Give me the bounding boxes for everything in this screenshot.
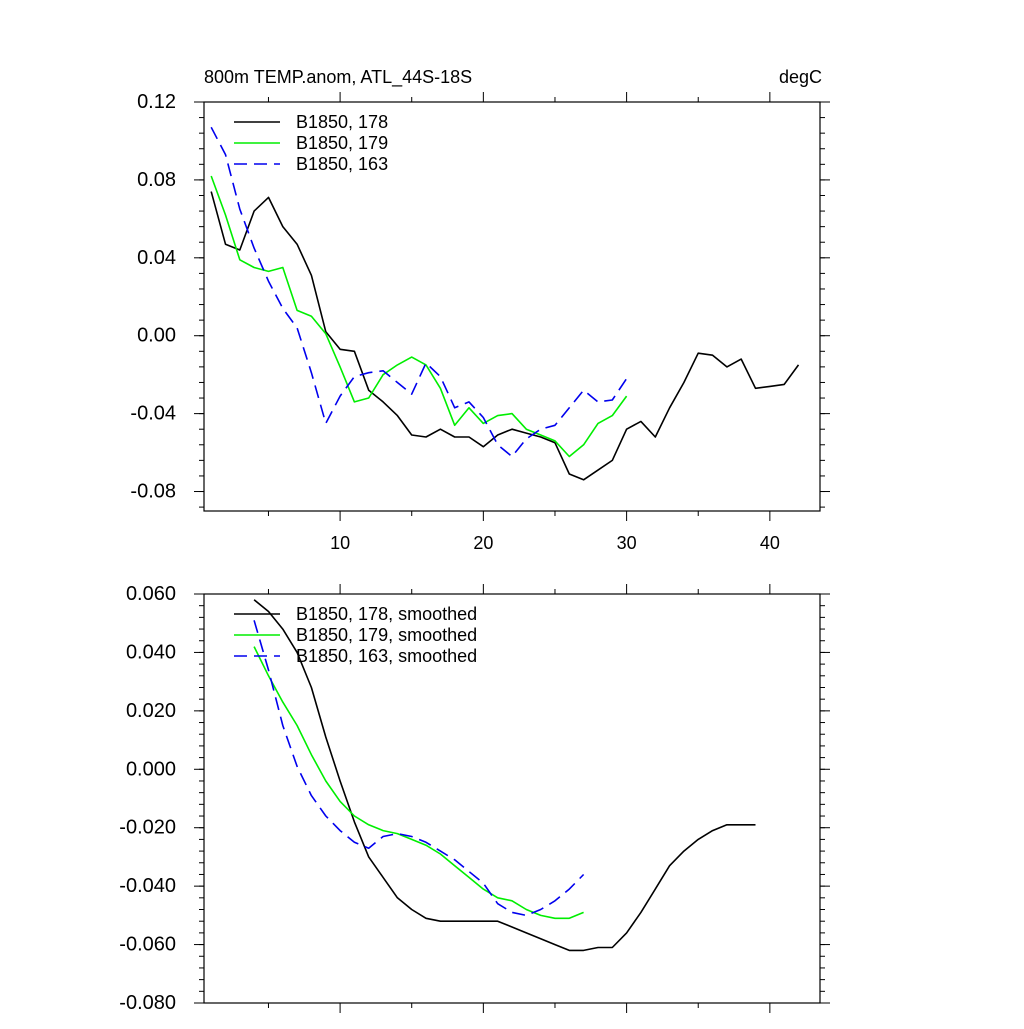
y-tick-label: -0.020 <box>119 817 176 839</box>
top-panel-series <box>210 126 800 481</box>
y-tick-label: 0.12 <box>137 91 176 113</box>
bottom-panel-ticks <box>194 584 830 1013</box>
y-tick-label: -0.040 <box>119 875 176 897</box>
top-panel-units: degC <box>779 67 822 87</box>
bottom-panel-tick-labels: 0.060 0.040 0.020 0.000 -0.020 -0.040 -0.060 -0… <box>119 583 176 1014</box>
bottom-panel: 0.060 0.040 0.020 0.000 -0.020 -0.040 -0.060 -0… <box>119 583 830 1014</box>
x-tick-label: 30 <box>617 533 637 553</box>
y-tick-label: -0.080 <box>119 992 176 1014</box>
legend-label: B1850, 178 <box>296 112 388 132</box>
top-panel-tick-labels: 10 20 30 40 0.12 0.08 0.04 0.00 -0.04 -0.08 <box>130 91 779 553</box>
legend-label: B1850, 163, smoothed <box>296 646 477 666</box>
top-panel-title: 800m TEMP.anom, ATL_44S-18S <box>204 67 472 88</box>
y-tick-label: 0.020 <box>126 700 176 722</box>
bottom-panel-series <box>253 599 756 952</box>
y-tick-label: 0.040 <box>126 641 176 663</box>
legend-label: B1850, 163 <box>296 154 388 174</box>
series-line <box>210 126 628 458</box>
legend-label: B1850, 179 <box>296 133 388 153</box>
x-tick-label: 40 <box>760 533 780 553</box>
y-tick-label: 0.060 <box>126 583 176 605</box>
y-tick-label: 0.08 <box>137 169 176 191</box>
y-tick-label: 0.000 <box>126 758 176 780</box>
bottom-panel-frame <box>203 593 821 1004</box>
series-line <box>253 599 756 952</box>
series-line <box>253 646 584 920</box>
top-panel-frame <box>203 101 821 512</box>
y-tick-label: -0.04 <box>130 403 176 425</box>
y-tick-label: -0.060 <box>119 934 176 956</box>
y-tick-label: 0.00 <box>137 325 176 347</box>
legend-label: B1850, 179, smoothed <box>296 625 477 645</box>
series-line <box>210 175 628 458</box>
top-panel: 800m TEMP.anom, ATL_44S-18S degC 10 20 30 4… <box>130 67 830 553</box>
x-tick-label: 10 <box>330 533 350 553</box>
top-panel-ticks <box>194 92 830 521</box>
y-tick-label: 0.04 <box>137 247 176 269</box>
legend-label: B1850, 178, smoothed <box>296 604 477 624</box>
x-tick-label: 20 <box>473 533 493 553</box>
series-line <box>210 191 800 481</box>
y-tick-label: -0.08 <box>130 481 176 503</box>
